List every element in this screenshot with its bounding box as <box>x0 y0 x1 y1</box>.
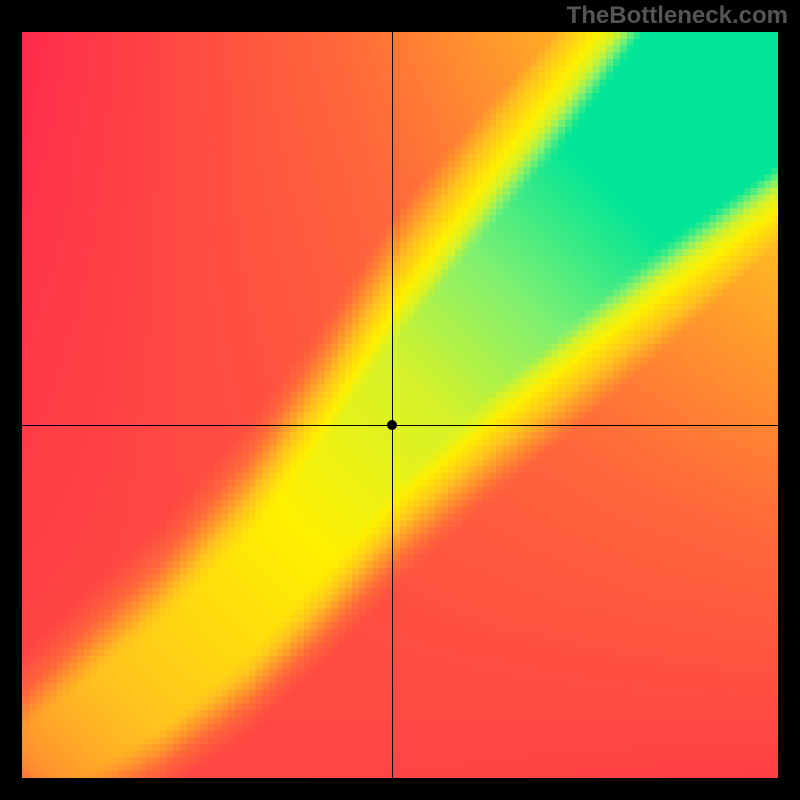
chart-container: TheBottleneck.com <box>0 0 800 800</box>
crosshair-horizontal <box>22 425 778 426</box>
crosshair-point <box>387 420 397 430</box>
crosshair-vertical <box>392 32 393 778</box>
bottleneck-heatmap <box>22 32 778 778</box>
watermark-label: TheBottleneck.com <box>567 2 788 30</box>
